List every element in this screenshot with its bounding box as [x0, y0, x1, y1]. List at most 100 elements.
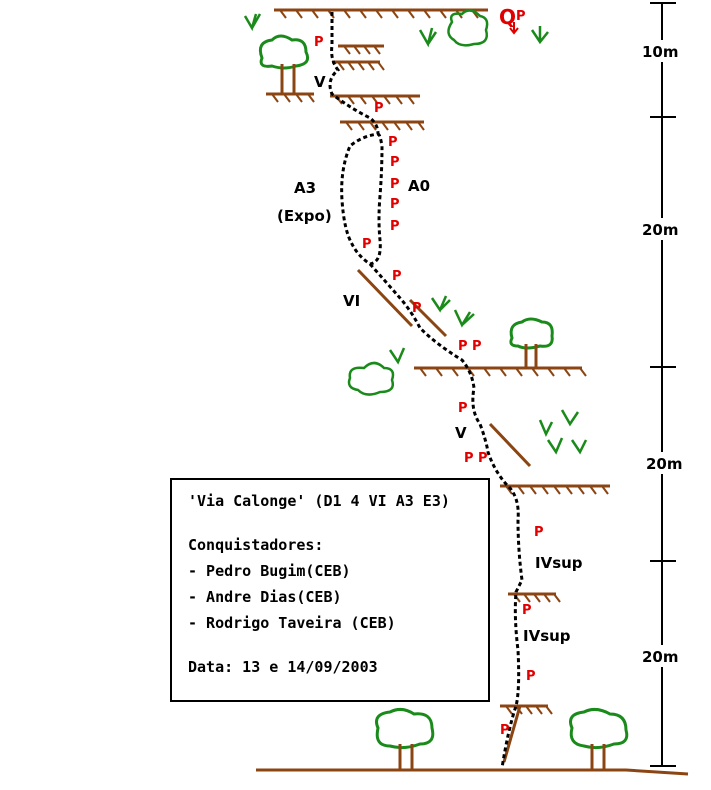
grade-ivsup-2: IVsup	[523, 627, 571, 645]
ledge-hatch	[499, 367, 507, 377]
scale-labels: 10m 20m 20m 20m	[640, 40, 690, 667]
ledge-hatch	[577, 485, 585, 495]
ledge-hatch	[417, 121, 425, 131]
ledge-slope	[502, 705, 522, 763]
ledge-hatch	[295, 93, 303, 103]
ledge-hatch	[419, 367, 427, 377]
ledge-hatch	[553, 485, 561, 495]
author-2: - Andre Dias(CEB)	[188, 588, 342, 606]
ledge-slope	[408, 298, 448, 338]
ledge-hatch	[393, 121, 401, 131]
ledge-hatch	[547, 367, 555, 377]
grade-a3: A3	[294, 179, 316, 197]
piton-marker: P	[390, 155, 400, 170]
ledge-hatch	[353, 45, 361, 55]
ledge-hatch	[543, 593, 551, 603]
grade-expo: (Expo)	[277, 207, 332, 225]
ledge-hatch	[505, 705, 513, 715]
piton-marker: P	[472, 339, 482, 354]
ledge-hatch	[343, 9, 351, 19]
piton-marker: P	[516, 9, 526, 24]
ledge-hatch	[375, 9, 383, 19]
scale-label-1: 10m	[642, 43, 679, 61]
ledge-hatch	[337, 61, 345, 71]
ledge-hatch	[525, 705, 533, 715]
ledge-hatch	[359, 95, 367, 105]
ledge-hatch	[405, 121, 413, 131]
piton-marker: P	[390, 197, 400, 212]
scale-label-4: 20m	[642, 648, 679, 666]
piton-marker: P	[390, 219, 400, 234]
top-arrow-icon	[509, 22, 519, 35]
piton-marker: P	[500, 723, 510, 738]
ledge-hatch	[367, 61, 375, 71]
scale-label-3: 20m	[646, 455, 683, 473]
grade-ivsup-1: IVsup	[535, 554, 583, 572]
ledge-hatch	[529, 485, 537, 495]
ledge-hatch	[533, 593, 541, 603]
piton-marker: P	[522, 603, 532, 618]
ledge-hatch	[515, 367, 523, 377]
ledge-hatch	[343, 45, 351, 55]
author-3: - Rodrigo Taveira (CEB)	[188, 614, 396, 632]
ledge-hatch	[383, 95, 391, 105]
ledge-hatch	[357, 61, 365, 71]
ledge-slope	[356, 268, 414, 328]
ledge-hatch	[483, 367, 491, 377]
trees	[258, 34, 629, 750]
piton-marker: P	[388, 135, 398, 150]
ledge-hatch	[357, 121, 365, 131]
ledge-hatch	[423, 9, 431, 19]
ledge-hatch	[345, 121, 353, 131]
height-scale	[650, 2, 676, 767]
ledge-hatch	[377, 61, 385, 71]
ledge-hatch	[565, 485, 573, 495]
ledge-hatch	[363, 45, 371, 55]
ledge-hatch	[451, 367, 459, 377]
ledge-hatch	[439, 9, 447, 19]
ledge-hatch	[373, 45, 381, 55]
ledge-hatch	[381, 121, 389, 131]
ledge-hatch	[283, 93, 291, 103]
ledge-hatch	[523, 593, 531, 603]
ledge-hatch	[371, 95, 379, 105]
authors-heading: Conquistadores:	[188, 536, 324, 554]
grade-a0: A0	[408, 177, 430, 195]
piton-marker: P	[362, 237, 372, 252]
ledge-hatch	[407, 95, 415, 105]
piton-marker: P	[314, 35, 324, 50]
ledge-hatch	[601, 485, 609, 495]
ledge-hatch	[579, 367, 587, 377]
ledge-hatch	[563, 367, 571, 377]
vegetation	[243, 9, 588, 455]
ledge-hatch	[279, 9, 287, 19]
ledge-hatch	[395, 95, 403, 105]
piton-marker: P	[534, 525, 544, 540]
ledge-hatch	[369, 121, 377, 131]
ledge-hatch	[347, 61, 355, 71]
route-info-box: 'Via Calonge' (D1 4 VI A3 E3) Conquistad…	[170, 478, 490, 702]
piton-marker: P	[464, 451, 474, 466]
ledge-hatch	[435, 367, 443, 377]
ground-line	[256, 768, 689, 776]
ledge-hatch	[311, 9, 319, 19]
ledge-hatch	[295, 9, 303, 19]
grade-labels: V A3 (Expo) A0 VI V IVsup IVsup	[277, 73, 583, 645]
scale-label-2: 20m	[642, 221, 679, 239]
ledge-hatch	[505, 485, 513, 495]
author-1: - Pedro Bugim(CEB)	[188, 562, 351, 580]
piton-marker: P	[458, 339, 468, 354]
ledge-hatch	[391, 9, 399, 19]
route-title: 'Via Calonge' (D1 4 VI A3 E3)	[188, 492, 450, 510]
ledge-hatch	[271, 93, 279, 103]
ledge-hatch	[359, 9, 367, 19]
ledge-slope	[488, 422, 532, 468]
climbing-route	[328, 12, 524, 769]
grade-v-top: V	[314, 73, 326, 91]
ledge-hatch	[535, 705, 543, 715]
ledge-hatch	[347, 95, 355, 105]
ledge-hatch	[407, 9, 415, 19]
grade-v-mid: V	[455, 424, 467, 442]
